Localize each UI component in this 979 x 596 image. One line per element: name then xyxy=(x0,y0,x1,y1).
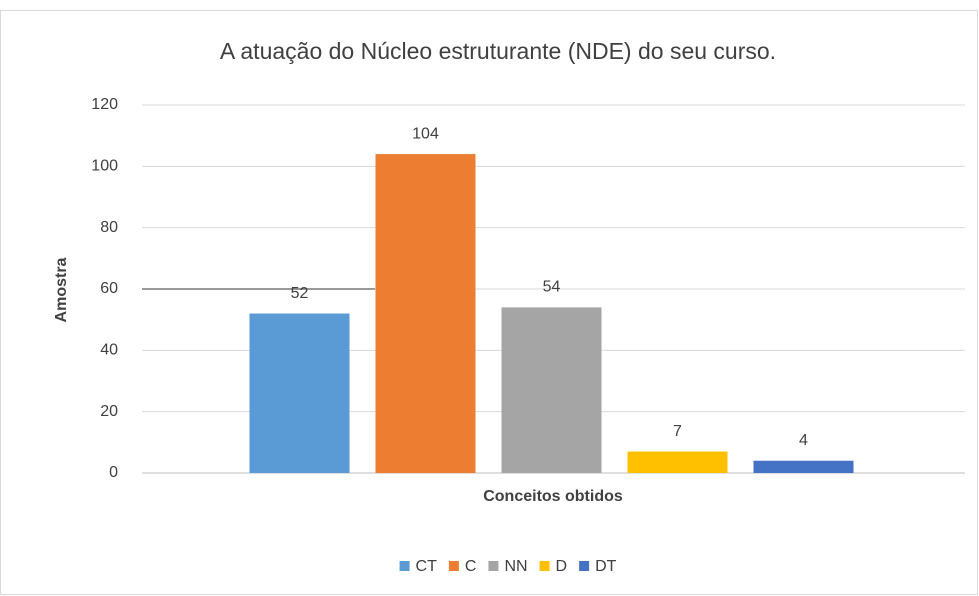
x-axis-title: Conceitos obtidos xyxy=(483,488,623,505)
legend-label: C xyxy=(465,558,477,575)
legend-swatch xyxy=(539,561,550,571)
data-label: 4 xyxy=(799,432,808,449)
data-label: 52 xyxy=(291,285,309,302)
y-tick-label: 40 xyxy=(100,342,118,359)
data-label: 7 xyxy=(673,423,682,440)
y-tick-label: 20 xyxy=(100,403,118,420)
y-tick-label: 0 xyxy=(109,464,118,481)
bar xyxy=(249,313,350,473)
y-tick-label: 80 xyxy=(100,219,118,236)
y-tick-label: 60 xyxy=(100,280,118,297)
y-tick-label: 100 xyxy=(91,158,118,175)
legend-label: DT xyxy=(595,558,617,575)
legend-label: CT xyxy=(416,558,438,575)
chart-title: A atuação do Núcleo estruturante (NDE) d… xyxy=(220,38,776,64)
chart-border xyxy=(0,10,978,595)
bar xyxy=(375,154,476,474)
legend-swatch xyxy=(488,561,499,571)
legend-swatch xyxy=(579,561,590,571)
y-axis-title: Amostra xyxy=(53,257,70,322)
legend-label: NN xyxy=(504,558,527,575)
y-tick-label: 120 xyxy=(91,96,118,113)
legend-swatch xyxy=(399,561,410,571)
bar xyxy=(627,451,728,473)
legend-swatch xyxy=(448,561,459,571)
data-label: 104 xyxy=(412,125,439,142)
data-label: 54 xyxy=(543,279,561,296)
legend-label: D xyxy=(556,558,568,575)
bar xyxy=(501,307,602,473)
bar xyxy=(753,460,854,473)
